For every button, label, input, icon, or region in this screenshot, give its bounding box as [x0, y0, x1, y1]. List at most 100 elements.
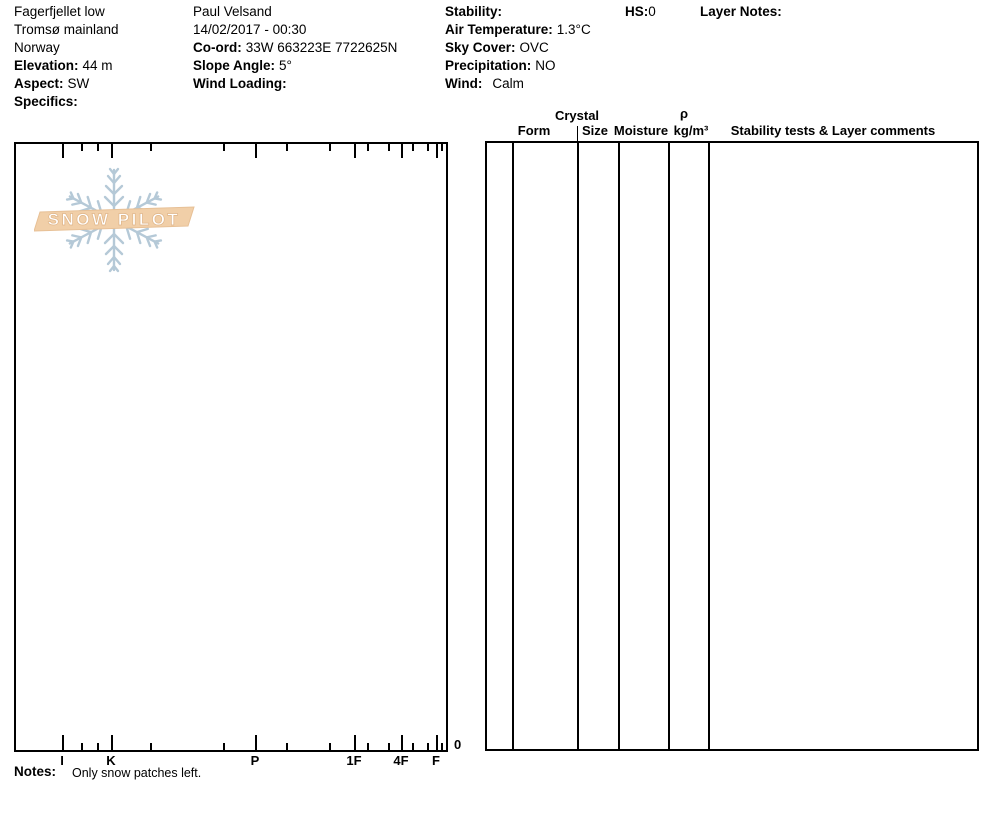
comments-column-header: Stability tests & Layer comments — [730, 123, 936, 138]
layer-notes-label: Layer Notes: — [700, 4, 782, 19]
hardness-tick — [62, 144, 64, 158]
hardness-axis-label: P — [250, 753, 260, 768]
hardness-tick — [427, 743, 429, 750]
crystal-group-header: Crystal — [554, 108, 600, 123]
depth-axis-label: 0 — [454, 737, 462, 752]
hardness-tick — [367, 743, 369, 750]
rho-group-header: ρ — [679, 106, 689, 121]
air-temperature-label: Air Temperature: — [445, 22, 553, 37]
size-column-header: Size — [581, 123, 609, 138]
hardness-axis-label: K — [106, 753, 116, 768]
density-unit-column-header: kg/m³ — [673, 123, 709, 138]
location-region: Tromsø mainland — [14, 22, 119, 37]
wind-line: Wind: Calm — [445, 75, 524, 93]
logo-banner — [34, 206, 195, 232]
table-column-divider — [668, 143, 670, 749]
hardness-tick — [255, 735, 257, 750]
table-column-divider — [618, 143, 620, 749]
layers-table — [485, 141, 979, 751]
precipitation-line: Precipitation: NO — [445, 57, 556, 75]
hardness-tick — [286, 144, 288, 151]
elevation-line: Elevation: 44 m — [14, 57, 113, 75]
observer-name: Paul Velsand — [193, 4, 272, 19]
slope-angle-value: 5° — [279, 58, 292, 73]
wind-value: Calm — [492, 76, 524, 91]
hardness-tick — [441, 743, 443, 750]
sky-cover-line: Sky Cover: OVC — [445, 39, 549, 57]
hardness-axis-label: I — [60, 753, 64, 768]
hardness-tick — [388, 743, 390, 750]
notes-text: Only snow patches left. — [72, 766, 202, 780]
wind-label: Wind: — [445, 76, 483, 91]
snowpilot-logo: SNOW PILOT — [34, 167, 195, 273]
notes-label: Notes: — [14, 764, 57, 779]
aspect-value: SW — [67, 76, 90, 91]
hs-label: HS: — [625, 4, 649, 19]
specifics-label: Specifics: — [14, 94, 78, 109]
table-column-divider — [577, 143, 579, 749]
table-column-divider — [512, 143, 514, 749]
hardness-axis-label: 4F — [393, 753, 409, 768]
hardness-chart — [14, 142, 448, 752]
hardness-tick — [97, 144, 99, 151]
sky-cover-value: OVC — [519, 40, 549, 55]
hardness-axis-label: 1F — [346, 753, 362, 768]
hardness-tick — [436, 735, 438, 750]
slope-angle-label: Slope Angle: — [193, 58, 276, 73]
location-country: Norway — [14, 40, 60, 55]
hardness-tick — [150, 743, 152, 750]
location-name: Fagerfjellet low — [14, 4, 105, 19]
hs-line: HS:0 — [625, 3, 656, 21]
aspect-line: Aspect: SW — [14, 75, 89, 93]
hardness-tick — [441, 144, 443, 151]
hardness-tick — [401, 735, 403, 750]
coord-value: 33W 663223E 7722625N — [245, 40, 398, 55]
hardness-tick — [354, 735, 356, 750]
hardness-tick — [388, 144, 390, 151]
hardness-tick — [286, 743, 288, 750]
hardness-tick — [97, 743, 99, 750]
hardness-tick — [354, 144, 356, 158]
form-size-divider-stub — [576, 126, 578, 141]
hs-value: 0 — [648, 4, 656, 19]
wind-loading-line: Wind Loading: — [193, 75, 287, 93]
wind-loading-label: Wind Loading: — [193, 76, 287, 91]
logo-text: SNOW PILOT — [48, 210, 181, 229]
precipitation-label: Precipitation: — [445, 58, 532, 73]
hardness-tick — [329, 743, 331, 750]
hardness-tick — [329, 144, 331, 151]
layer-notes-line: Layer Notes: — [700, 3, 782, 21]
specifics-line: Specifics: — [14, 93, 78, 111]
hardness-tick — [111, 735, 113, 750]
observation-datetime: 14/02/2017 - 00:30 — [193, 22, 307, 37]
elevation-value: 44 m — [82, 58, 113, 73]
hardness-tick — [62, 735, 64, 750]
precipitation-value: NO — [535, 58, 556, 73]
hardness-tick — [111, 144, 113, 158]
hardness-tick — [223, 144, 225, 151]
hardness-tick — [81, 743, 83, 750]
hardness-tick — [150, 144, 152, 151]
table-column-divider — [708, 143, 710, 749]
hardness-tick — [401, 144, 403, 158]
hardness-tick — [367, 144, 369, 151]
sky-cover-label: Sky Cover: — [445, 40, 516, 55]
hardness-tick — [427, 144, 429, 151]
moisture-column-header: Moisture — [613, 123, 669, 138]
hardness-tick — [255, 144, 257, 158]
air-temperature-line: Air Temperature: 1.3°C — [445, 21, 591, 39]
hardness-tick — [223, 743, 225, 750]
slope-angle-line: Slope Angle: 5° — [193, 57, 292, 75]
aspect-label: Aspect: — [14, 76, 64, 91]
stability-label: Stability: — [445, 4, 503, 19]
stability-line: Stability: — [445, 3, 502, 21]
hardness-tick — [412, 144, 414, 151]
hardness-tick — [412, 743, 414, 750]
elevation-label: Elevation: — [14, 58, 79, 73]
hardness-tick — [436, 144, 438, 158]
hardness-axis-label: F — [432, 753, 440, 768]
coord-line: Co-ord: 33W 663223E 7722625N — [193, 39, 397, 57]
hardness-tick — [81, 144, 83, 151]
form-column-header: Form — [517, 123, 551, 138]
